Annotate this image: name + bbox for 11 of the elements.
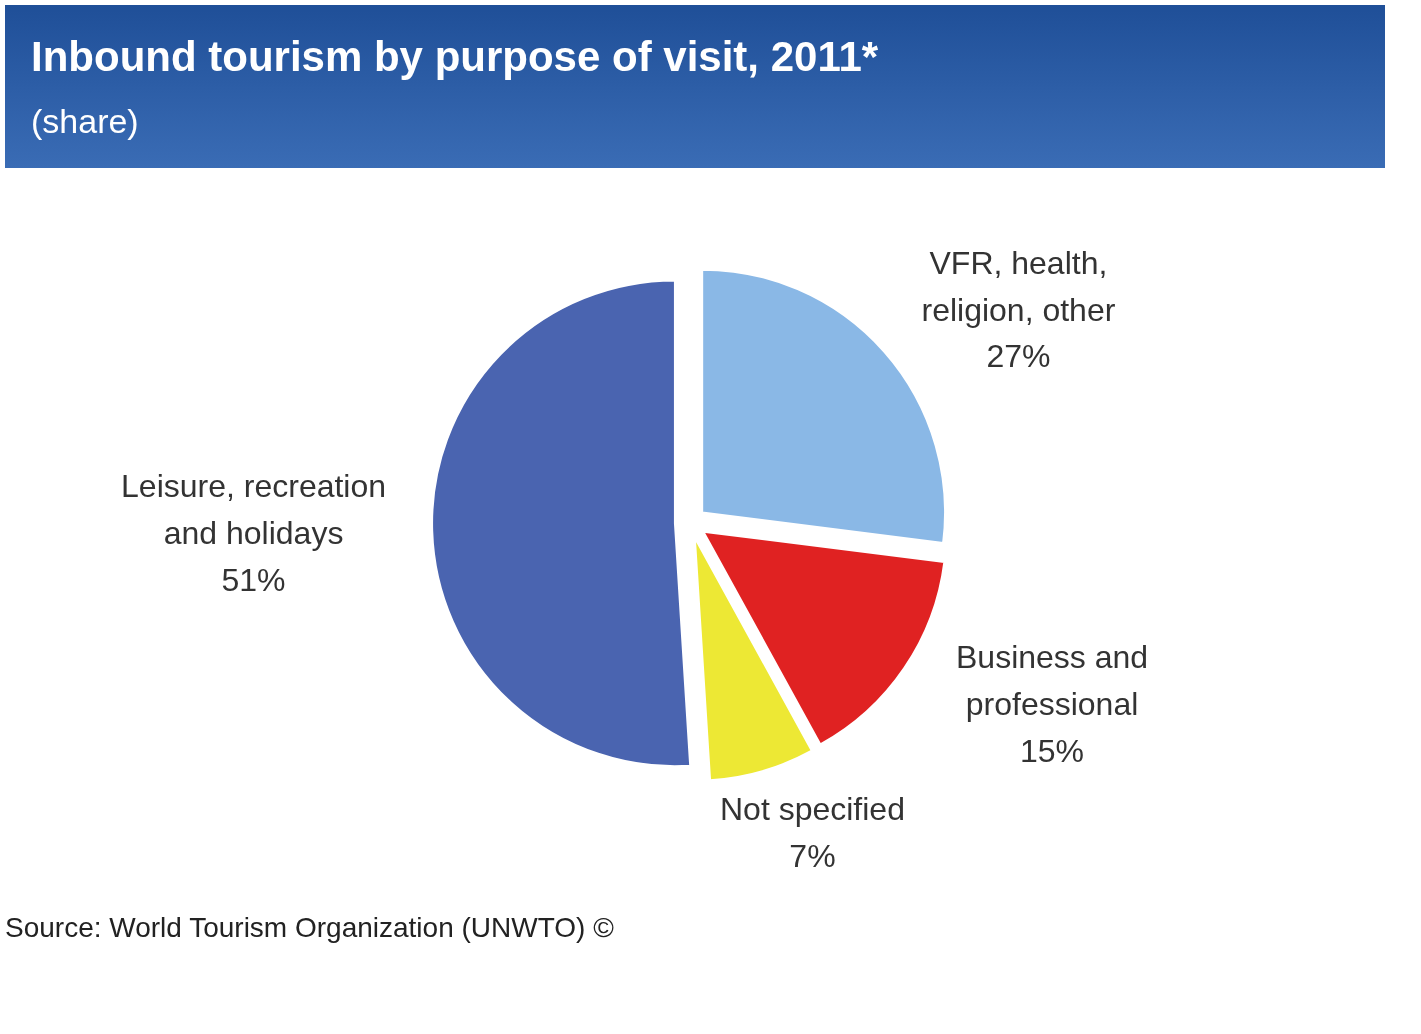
slice-label: VFR, health, religion, other — [921, 244, 1116, 328]
slice-label: Leisure, recreation and holidays — [121, 467, 387, 551]
data-label: 27% — [986, 338, 1051, 375]
chart-subtitle: (share) — [31, 101, 140, 142]
chart-title: Inbound tourism by purpose of visit, 2011* — [31, 32, 879, 82]
slice-label: Not specified — [719, 790, 905, 827]
data-label: 7% — [789, 837, 836, 874]
source-note: Source: World Tourism Organization (UNWTO) © — [5, 910, 614, 945]
slice-label: Business and professional — [956, 638, 1149, 722]
data-label: 15% — [1020, 732, 1085, 769]
data-label: 51% — [221, 561, 286, 598]
